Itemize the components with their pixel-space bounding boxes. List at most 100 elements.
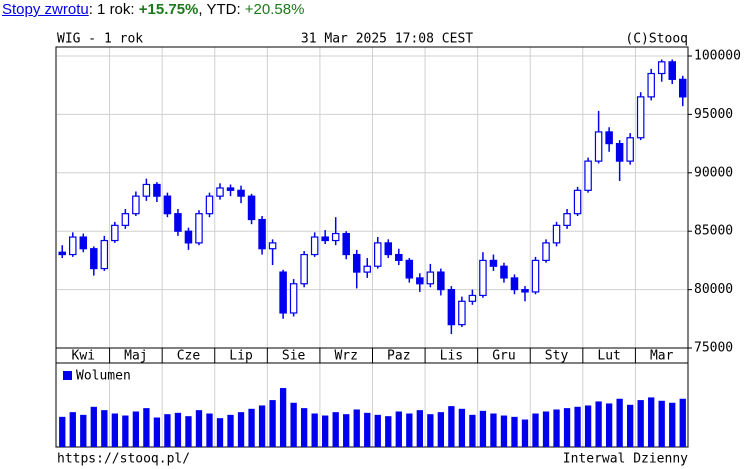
candle-body	[668, 61, 676, 80]
volume-bar	[532, 413, 539, 447]
x-tick-label: Gru	[492, 349, 515, 364]
volume-bar	[627, 404, 634, 447]
candle-body	[615, 142, 624, 162]
y-tick-label: 80000	[694, 282, 733, 297]
volume-bar	[479, 410, 487, 447]
candle-body	[289, 283, 298, 314]
candle-body	[247, 195, 256, 221]
volume-bar	[322, 415, 329, 447]
candle-body	[594, 131, 603, 162]
candle-body	[647, 72, 655, 98]
volume-bar	[605, 403, 613, 447]
period-return: +15.75%	[138, 1, 199, 18]
candle-body	[510, 277, 519, 291]
frame	[55, 46, 689, 448]
volume-bar	[406, 413, 413, 447]
candle-body	[678, 78, 687, 98]
volume-bar	[595, 401, 602, 447]
candle-body	[636, 96, 645, 139]
x-tick-label: Sie	[282, 349, 306, 364]
candle-body	[552, 224, 561, 244]
candle-body	[563, 213, 571, 226]
ytd-label: , YTD:	[198, 1, 245, 18]
candle-body	[121, 213, 130, 226]
candle-body	[195, 213, 203, 244]
candle-body	[416, 277, 424, 285]
y-tick-label: 75000	[694, 341, 733, 356]
volume-bar	[679, 398, 686, 447]
candle-body	[521, 288, 529, 293]
chart-subtitle: 31 Mar 2025 17:08 CEST	[301, 32, 473, 47]
candle-body	[458, 300, 466, 326]
x-tick-label: Paz	[387, 349, 410, 364]
volume-bar	[164, 414, 171, 447]
volume-bar	[374, 414, 381, 447]
volume-bar	[237, 412, 245, 447]
volume-bar	[616, 398, 623, 447]
volume-bar	[101, 410, 108, 447]
y-tick-label: 85000	[694, 224, 733, 239]
ytd-return: +20.58%	[244, 1, 305, 18]
candle-body	[363, 265, 371, 273]
candle-body	[479, 259, 487, 297]
x-tick-label: Wrz	[334, 349, 357, 364]
volume-bar	[300, 408, 308, 447]
chart-source: (C)Stooq	[625, 32, 688, 47]
volume-bar	[542, 411, 550, 447]
volume-bar	[553, 409, 560, 447]
volume-bar	[143, 408, 150, 447]
x-tick-label: Lut	[597, 349, 620, 364]
volume-bar	[469, 414, 476, 447]
x-tick-label: Kwi	[72, 349, 95, 364]
returns-link[interactable]: Stopy zwrotu	[2, 1, 89, 18]
volume-bar	[385, 416, 392, 447]
candle-body	[226, 187, 235, 191]
candle-body	[142, 183, 151, 197]
volume-bar	[216, 418, 224, 447]
volume-bar	[669, 402, 676, 447]
candle-body	[205, 195, 214, 215]
candle-body	[437, 271, 445, 291]
volume-bar	[395, 411, 402, 447]
volume-bar	[416, 410, 423, 447]
candle-body	[58, 251, 67, 256]
candle-body	[374, 242, 382, 267]
candle-body	[258, 218, 266, 250]
volume-bar	[427, 414, 434, 447]
y-tick-label: 95000	[694, 107, 733, 122]
volume-bar	[332, 412, 339, 447]
volume-bar	[227, 414, 234, 447]
volume-bar	[90, 406, 97, 447]
footer-url: https://stooq.pl/	[57, 452, 190, 467]
candle-body	[500, 265, 508, 279]
candle-body	[468, 294, 477, 302]
y-tick-label: 100000	[694, 48, 741, 63]
volume-bar	[311, 413, 318, 447]
x-tick-label: Sty	[545, 349, 569, 364]
volume-bar	[111, 413, 118, 447]
volume-bar	[59, 416, 66, 447]
volume-bar	[279, 388, 287, 447]
candle-body	[279, 271, 287, 314]
volume-bar	[490, 413, 497, 447]
candle-body	[605, 131, 613, 145]
candle-body	[111, 224, 119, 242]
legend-label: Wolumen	[76, 369, 131, 384]
volume-bar	[80, 414, 87, 447]
volume-bar	[195, 410, 203, 447]
candle-body	[405, 259, 414, 279]
volume-bar	[258, 405, 266, 447]
candle-body	[531, 259, 540, 293]
candle-body	[79, 236, 88, 250]
volume-bar	[574, 406, 581, 447]
volume-bar	[69, 412, 76, 447]
chart-title: WIG - 1 rok	[57, 32, 143, 47]
candle-body	[626, 137, 634, 162]
volume-bar	[174, 412, 182, 447]
x-tick-label: Mar	[650, 349, 674, 364]
candle-body	[310, 236, 319, 256]
candle-body	[584, 160, 592, 191]
x-tick-label: Cze	[177, 349, 201, 364]
candle-body	[352, 253, 361, 273]
